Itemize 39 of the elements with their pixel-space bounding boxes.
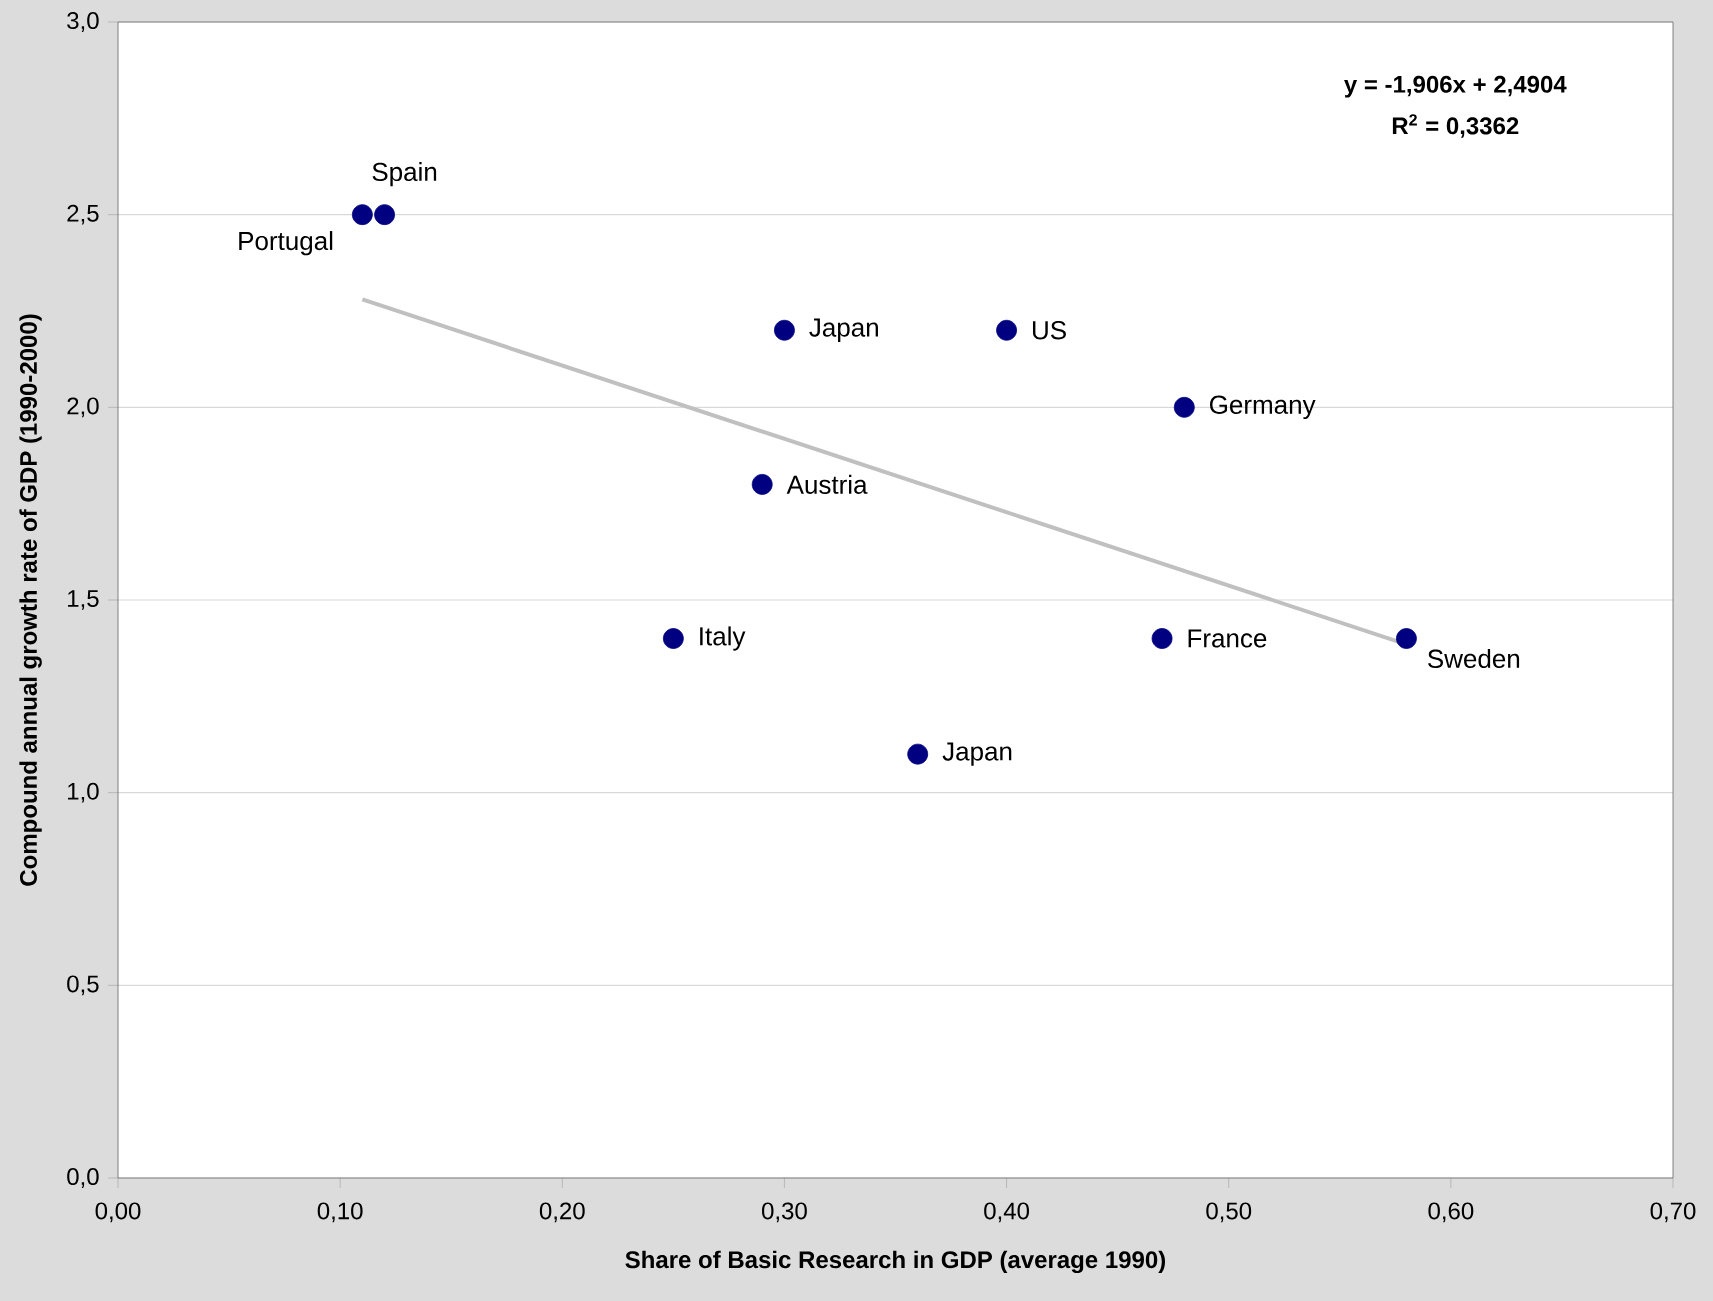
point [907,743,929,765]
annotation: Sweden [1428,648,1520,669]
y-tick-label: 1,0 [68,782,99,803]
annotation: R$^{2}$ = 0,3362 [1392,114,1519,138]
annotation: y = -1,906x + 2,4904 [1344,75,1567,98]
x-tick-label: 0,50 [1206,1202,1252,1223]
x-tick-label: 0,60 [1428,1202,1474,1223]
point [774,319,795,341]
y-tick-label: 2,0 [67,397,99,418]
annotation: US [1032,321,1066,340]
x-tick-label: 0,20 [539,1202,585,1223]
point [374,204,395,226]
annotation: Italy [700,626,746,651]
point [751,473,773,495]
x-tick-label: 0,40 [984,1202,1029,1223]
annotation: Portugal [239,231,333,256]
point [1151,628,1173,649]
annotation: Spain [372,162,437,187]
x-axis-title: Share of Basic Research in GDP (average 1990) [625,1250,1166,1274]
y-tick-label: 1,5 [68,590,99,610]
annotation: Japan [809,318,878,342]
point [1396,628,1417,649]
y-tick-label: 2,5 [67,204,99,225]
point [662,628,684,649]
point [1173,396,1195,418]
x-tick-label: 0,10 [317,1202,363,1223]
y-axis-title: Compound annual growth rate of GDP (1990-2000) [19,314,42,886]
annotation: Japan [942,742,1012,766]
y-tick-label: 0,0 [67,1168,99,1188]
point [351,204,373,226]
y-tick-label: 3,0 [67,12,99,32]
x-tick-label: 0,00 [95,1202,141,1223]
point [996,319,1017,341]
annotation: Germany [1210,395,1316,420]
annotation: France [1188,629,1267,648]
annotation: Austria [786,474,868,494]
y-tick-label: 0,5 [67,975,99,996]
x-tick-label: 0,70 [1650,1202,1696,1223]
x-tick-label: 0,30 [762,1202,807,1223]
